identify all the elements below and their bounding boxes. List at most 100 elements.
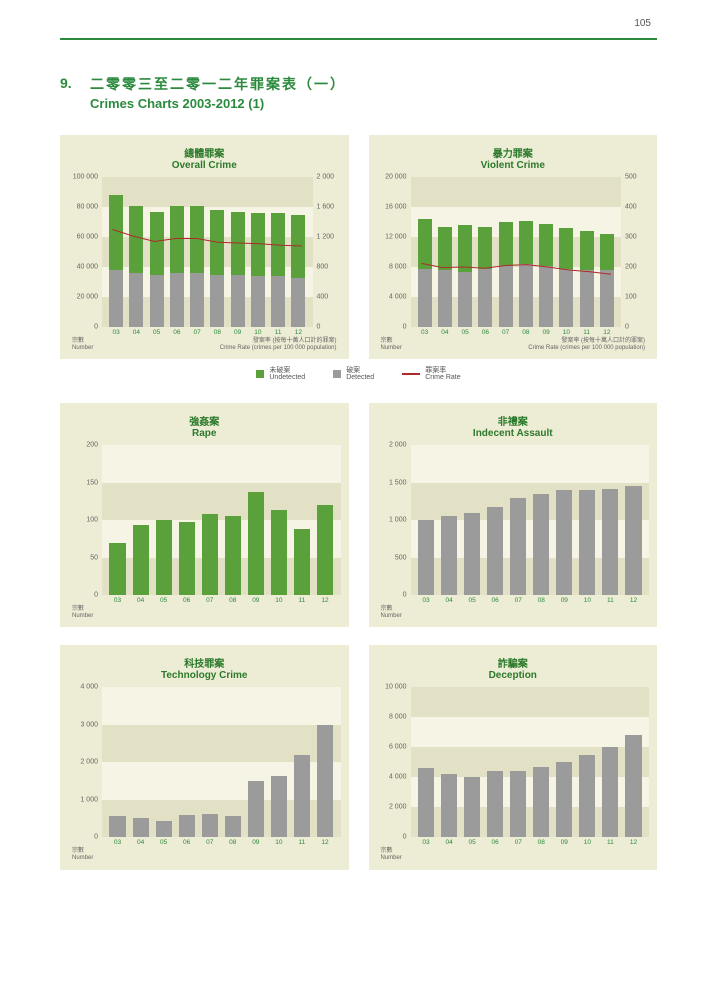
- bar-seg: [225, 816, 241, 838]
- x-label: 09: [244, 597, 267, 604]
- y-tick: 80 000: [77, 204, 98, 211]
- bar: [133, 818, 149, 838]
- bar-col: [290, 687, 313, 837]
- bar-col: [536, 177, 556, 327]
- x-label: 10: [576, 839, 599, 846]
- bar: [418, 520, 434, 595]
- bar-seg: [533, 767, 549, 838]
- bars: [102, 687, 341, 837]
- axis-caption-row: 宗數Number: [381, 848, 646, 861]
- bar: [190, 206, 204, 328]
- bar-col: [415, 687, 438, 837]
- bar-seg: [225, 516, 241, 596]
- axis-caption-number: 宗數Number: [72, 338, 93, 351]
- bar-seg-detected: [418, 269, 432, 328]
- bar-seg-undetected: [499, 222, 513, 266]
- bar-col: [175, 687, 198, 837]
- x-label: 07: [198, 839, 221, 846]
- chart-title-zh: 強姦案: [68, 413, 341, 428]
- bar: [179, 522, 195, 596]
- chart-title-zh: 科技罪案: [68, 655, 341, 670]
- bar: [294, 529, 310, 595]
- chart-tech: 科技罪案Technology Crime01 0002 0003 0004 00…: [60, 645, 349, 869]
- y-tick: 6 000: [389, 744, 407, 751]
- y-tick: 20 000: [385, 174, 406, 181]
- x-label: 12: [313, 839, 336, 846]
- section-title-en: Crimes Charts 2003-2012 (1): [90, 96, 346, 111]
- x-label: 07: [198, 597, 221, 604]
- bar-col: [415, 445, 438, 595]
- y-tick: 1 000: [80, 796, 98, 803]
- bar-seg-undetected: [271, 213, 285, 276]
- bar: [271, 776, 287, 838]
- section-titles: 二零零三至二零一二年罪案表（一） Crimes Charts 2003-2012…: [90, 74, 346, 111]
- bar-col: [438, 687, 461, 837]
- bar-seg-undetected: [438, 227, 452, 271]
- bar: [487, 507, 503, 596]
- y-tick: 100 000: [73, 174, 98, 181]
- chart-title-en: Violent Crime: [377, 160, 650, 171]
- bar-col: [288, 177, 308, 327]
- y-tick: 4 000: [80, 684, 98, 691]
- chart-title-zh: 非禮案: [377, 413, 650, 428]
- bar-col: [129, 445, 152, 595]
- bar-col: [622, 445, 645, 595]
- bar: [464, 777, 480, 837]
- legend-item: 未破案Undetected: [256, 367, 305, 381]
- x-label: 12: [597, 329, 617, 336]
- bar: [156, 520, 172, 595]
- bar: [109, 195, 123, 327]
- bar-seg: [271, 776, 287, 838]
- bar: [225, 816, 241, 838]
- x-labels: 03040506070809101112: [102, 837, 341, 846]
- bar-seg: [533, 494, 549, 595]
- bar: [133, 525, 149, 595]
- x-label: 12: [313, 597, 336, 604]
- x-label: 04: [438, 597, 461, 604]
- y-tick-r: 400: [625, 204, 637, 211]
- axis-caption-row: 宗數Number: [72, 848, 337, 861]
- bar-seg-undetected: [478, 227, 492, 269]
- bars: [102, 177, 313, 327]
- bar-col: [129, 687, 152, 837]
- x-labels: 03040506070809101112: [411, 837, 650, 846]
- bar-seg-detected: [231, 275, 245, 328]
- bar-seg-detected: [150, 275, 164, 328]
- bar-col: [530, 687, 553, 837]
- y-tick: 3 000: [80, 721, 98, 728]
- bar-seg-undetected: [251, 213, 265, 276]
- bar-col: [556, 177, 576, 327]
- bar: [478, 227, 492, 328]
- bar-col: [244, 445, 267, 595]
- bar: [533, 767, 549, 838]
- axis-caption-number: 宗數Number: [381, 606, 402, 619]
- bar: [418, 768, 434, 837]
- bar: [202, 814, 218, 837]
- legend-text: 破案Detected: [346, 367, 374, 381]
- bar-col: [187, 177, 207, 327]
- bar-seg: [625, 735, 641, 837]
- bar-seg: [133, 818, 149, 838]
- bar-seg: [317, 505, 333, 595]
- x-label: 08: [207, 329, 227, 336]
- y-tick-r: 0: [317, 324, 321, 331]
- bar-col: [152, 687, 175, 837]
- bar: [317, 505, 333, 595]
- bar-col: [530, 445, 553, 595]
- bar-seg: [579, 490, 595, 595]
- bar: [438, 227, 452, 328]
- bar: [271, 510, 287, 595]
- bar: [317, 725, 333, 838]
- plot-area: [411, 687, 650, 837]
- bar-seg: [487, 507, 503, 596]
- legend-item: 罪案率Crime Rate: [402, 367, 460, 381]
- x-label: 11: [290, 597, 313, 604]
- bar-col: [496, 177, 516, 327]
- y-tick-r: 500: [625, 174, 637, 181]
- bar-seg: [418, 768, 434, 837]
- charts-grid: 總體罪案Overall Crime020 00040 00060 00080 0…: [60, 135, 657, 870]
- bar-col: [106, 687, 129, 837]
- bar: [556, 490, 572, 595]
- chart-title-zh: 總體罪案: [68, 145, 341, 160]
- bar-col: [248, 177, 268, 327]
